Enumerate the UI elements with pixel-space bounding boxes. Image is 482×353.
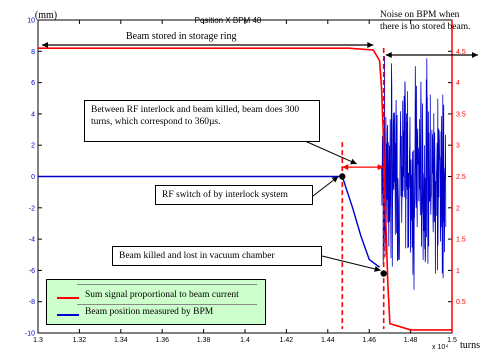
x-tick-label: 1.3 bbox=[33, 337, 43, 344]
y-right-tick-label: 3.5 bbox=[456, 111, 466, 118]
legend-swatch-sum bbox=[57, 297, 79, 299]
legend-label-position: Beam position measured by BPM bbox=[85, 307, 214, 317]
annotation-killed: Beam killed and lost in vacuum chamber bbox=[112, 246, 322, 266]
y-right-tick-label: 0.5 bbox=[456, 299, 466, 306]
x-axis-label: turns bbox=[460, 340, 480, 351]
annotation-rf-switch: RF switch of by interlock system bbox=[155, 185, 313, 205]
event-marker bbox=[339, 173, 346, 180]
x-tick-label: 1.32 bbox=[73, 337, 87, 344]
x-tick-label: 1.4 bbox=[240, 337, 250, 344]
leader-rf-switch-head bbox=[331, 176, 339, 183]
arrow-stored-head bbox=[367, 42, 374, 48]
y-left-tick-label: -8 bbox=[29, 299, 35, 306]
y-right-tick-label: 4 bbox=[456, 80, 460, 87]
annotation-rf-interlock: Between RF interlock and beam killed, be… bbox=[84, 100, 320, 142]
legend-swatch-position bbox=[57, 314, 79, 316]
arrow-noise-head bbox=[385, 52, 392, 58]
y-left-tick-label: 10 bbox=[27, 18, 35, 25]
y-left-tick-label: -2 bbox=[29, 205, 35, 212]
legend-label-sum: Sum signal proportional to beam current bbox=[85, 290, 239, 300]
y-left-tick-label: -4 bbox=[29, 237, 35, 244]
leader-interlock-head bbox=[350, 158, 357, 165]
x-tick-label: 1.48 bbox=[404, 337, 418, 344]
arrow-stored-head bbox=[42, 42, 48, 48]
annotation-layer bbox=[42, 42, 478, 329]
series-position-noise bbox=[381, 56, 447, 290]
y-right-tick-label: 3 bbox=[456, 143, 460, 150]
event-marker bbox=[380, 270, 387, 277]
y-left-tick-label: 8 bbox=[31, 49, 35, 56]
y-left-tick-label: 2 bbox=[31, 143, 35, 150]
y-right-tick-label: 1.5 bbox=[456, 237, 466, 244]
legend-item-position: Beam position measured by BPM bbox=[53, 307, 253, 321]
y-right-tick-label: 1 bbox=[456, 268, 460, 275]
x-axis-exponent: x 10⁴ bbox=[432, 344, 448, 351]
legend-item-sum-signal: Sum signal proportional to beam current bbox=[53, 290, 253, 304]
x-tick-label: 1.5 bbox=[447, 337, 457, 344]
arrow-interlock-span-head bbox=[342, 164, 349, 171]
chart-title: Position X BPM 48 bbox=[195, 16, 262, 25]
series-layer bbox=[38, 47, 452, 331]
y-left-tick-label: -10 bbox=[25, 331, 35, 338]
legend: Sum signal proportional to beam current … bbox=[46, 279, 266, 325]
y-left-tick-label: 4 bbox=[31, 111, 35, 118]
leader-killed bbox=[321, 255, 381, 271]
leader-killed-head bbox=[374, 266, 381, 272]
x-tick-label: 1.44 bbox=[321, 337, 335, 344]
leader-interlock bbox=[304, 140, 357, 165]
y-left-tick-label: -6 bbox=[29, 268, 35, 275]
annotation-noise: Noise on BPM when there is no stored bea… bbox=[380, 10, 471, 32]
x-tick-label: 1.38 bbox=[197, 337, 211, 344]
arrow-noise-head bbox=[472, 52, 478, 58]
annotation-stored: Beam stored in storage ring bbox=[126, 31, 237, 42]
y-right-tick-label: 2.5 bbox=[456, 174, 466, 181]
x-tick-label: 1.42 bbox=[280, 337, 294, 344]
y-axis-label: (mm) bbox=[35, 10, 57, 21]
y-left-tick-label: 0 bbox=[31, 174, 35, 181]
series-position-line bbox=[38, 175, 381, 268]
arrow-interlock-span-head bbox=[377, 164, 384, 171]
y-right-tick-label: 4.5 bbox=[456, 49, 466, 56]
axis-ticks: 1.3 1.32 1.34 1.36 1.38 1.4 1.42 1.44 1.46 1.48 1.… bbox=[25, 18, 466, 345]
y-right-tick-label: 2 bbox=[456, 205, 460, 212]
x-tick-label: 1.36 bbox=[155, 337, 169, 344]
x-tick-label: 1.34 bbox=[114, 337, 128, 344]
x-tick-label: 1.46 bbox=[362, 337, 376, 344]
y-left-tick-label: 6 bbox=[31, 80, 35, 87]
series-sum-signal-line bbox=[38, 47, 452, 331]
